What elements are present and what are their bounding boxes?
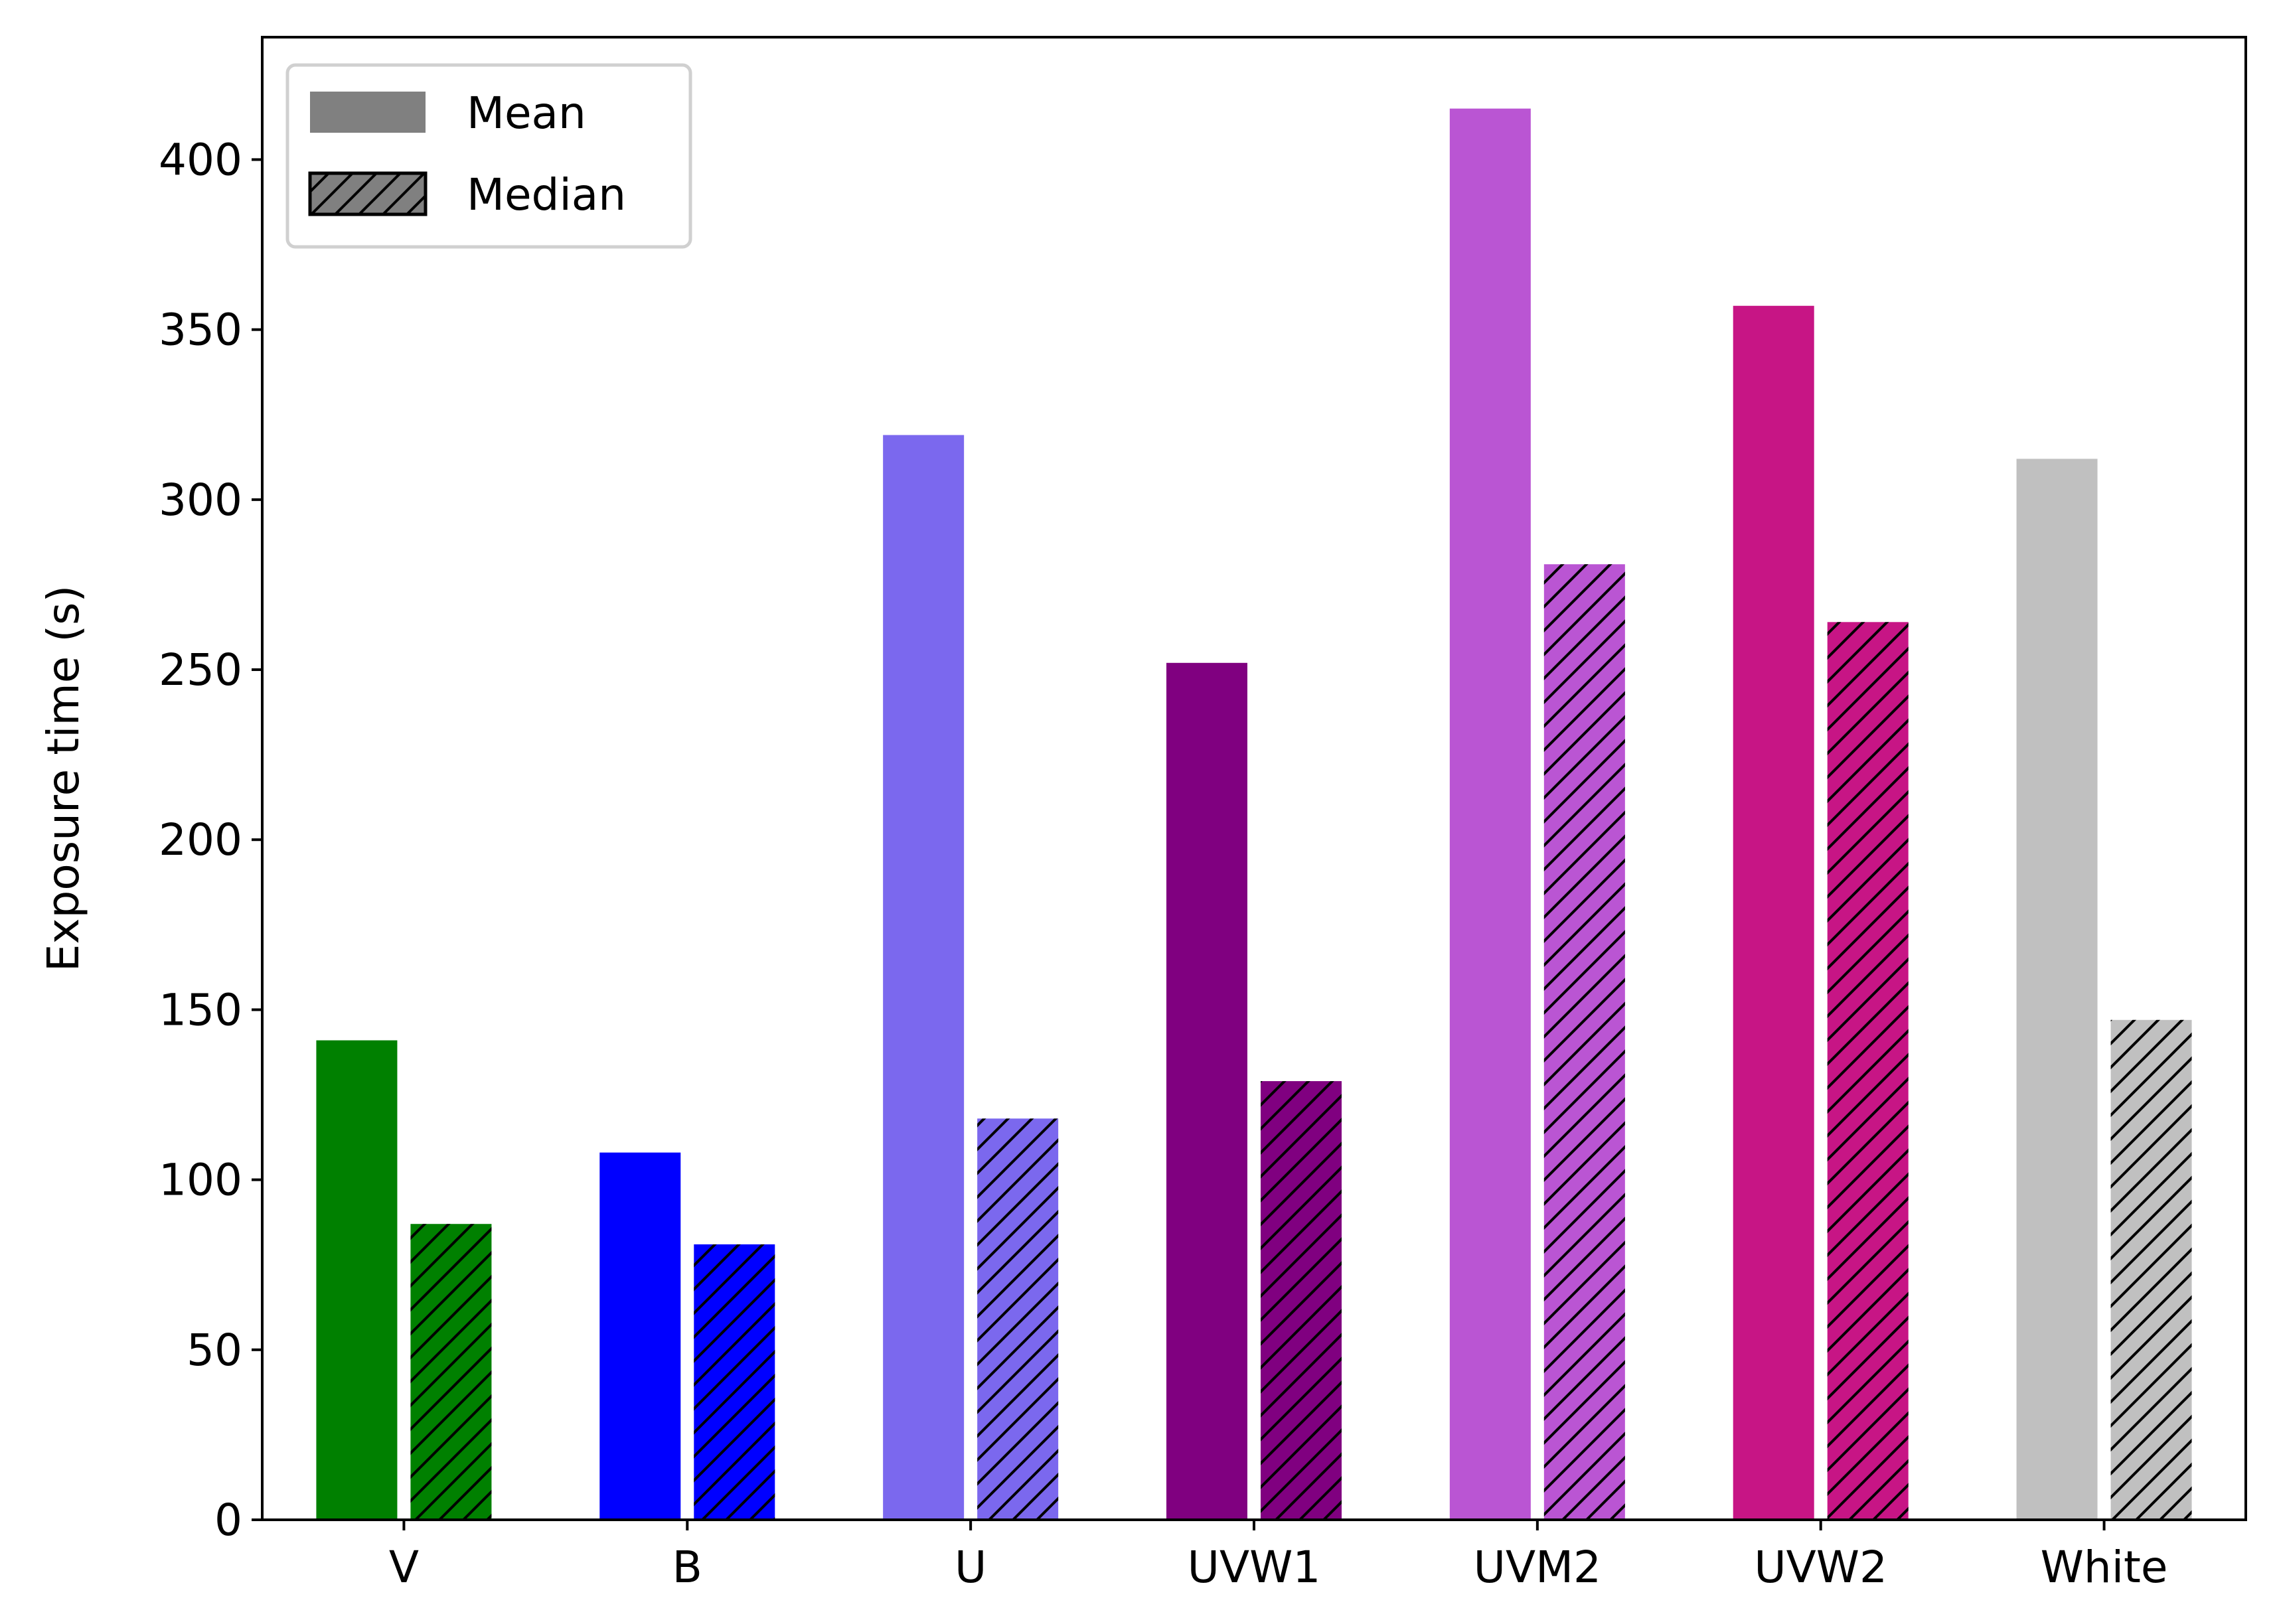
plot-frame [261,36,2247,1521]
bar-v-mean [316,1040,398,1520]
bar-white-mean [2016,459,2098,1520]
legend: Mean Median [285,63,692,249]
legend-label-median: Median [467,169,626,220]
legend-swatch-mean [310,92,426,133]
bar-hatch-uvw1-median [1261,1081,1342,1520]
bar-uvm2-mean [1449,108,1531,1520]
y-tick-label: 50 [187,1325,242,1376]
bar-b-mean [599,1152,681,1520]
y-tick-label: 200 [159,814,242,865]
y-tick-label: 300 [159,475,242,526]
bar-hatch-b-median [694,1244,775,1520]
x-tick-label-uvw2: UVW2 [1754,1542,1887,1593]
bar-hatch-white-median [2110,1019,2192,1520]
x-axis: V B U UVW1 UVM2 UVW2 White [389,1520,2168,1593]
y-tick-label: 100 [159,1155,242,1206]
x-tick-label-uvw1: UVW1 [1188,1542,1321,1593]
bar-uvw1-mean [1166,662,1247,1520]
y-axis: 0 50 100 150 200 250 300 350 400 [159,134,262,1546]
x-tick-label-u: U [955,1542,986,1593]
y-tick-label: 150 [159,984,242,1035]
bar-hatch-uvm2-median [1543,564,1625,1520]
x-tick-label-v: V [389,1542,419,1593]
x-tick-label-uvm2: UVM2 [1474,1542,1601,1593]
bar-u-mean [883,435,965,1520]
x-tick-label-white: White [2041,1542,2168,1593]
plot-area [316,108,2192,1520]
legend-swatch-hatch-median [308,171,428,216]
y-tick-label: 0 [214,1495,242,1546]
bar-hatch-v-median [410,1224,492,1520]
y-tick-label: 400 [159,134,242,185]
y-tick-label: 350 [159,305,242,356]
bar-hatch-uvw2-median [1827,622,1909,1520]
y-axis-title: Exposure time (s) [38,585,89,972]
bar-hatch-u-median [977,1118,1059,1520]
y-tick-label: 250 [159,644,242,696]
bar-uvw2-mean [1733,305,1814,1520]
legend-label-mean: Mean [467,88,586,139]
x-tick-label-b: B [672,1542,702,1593]
